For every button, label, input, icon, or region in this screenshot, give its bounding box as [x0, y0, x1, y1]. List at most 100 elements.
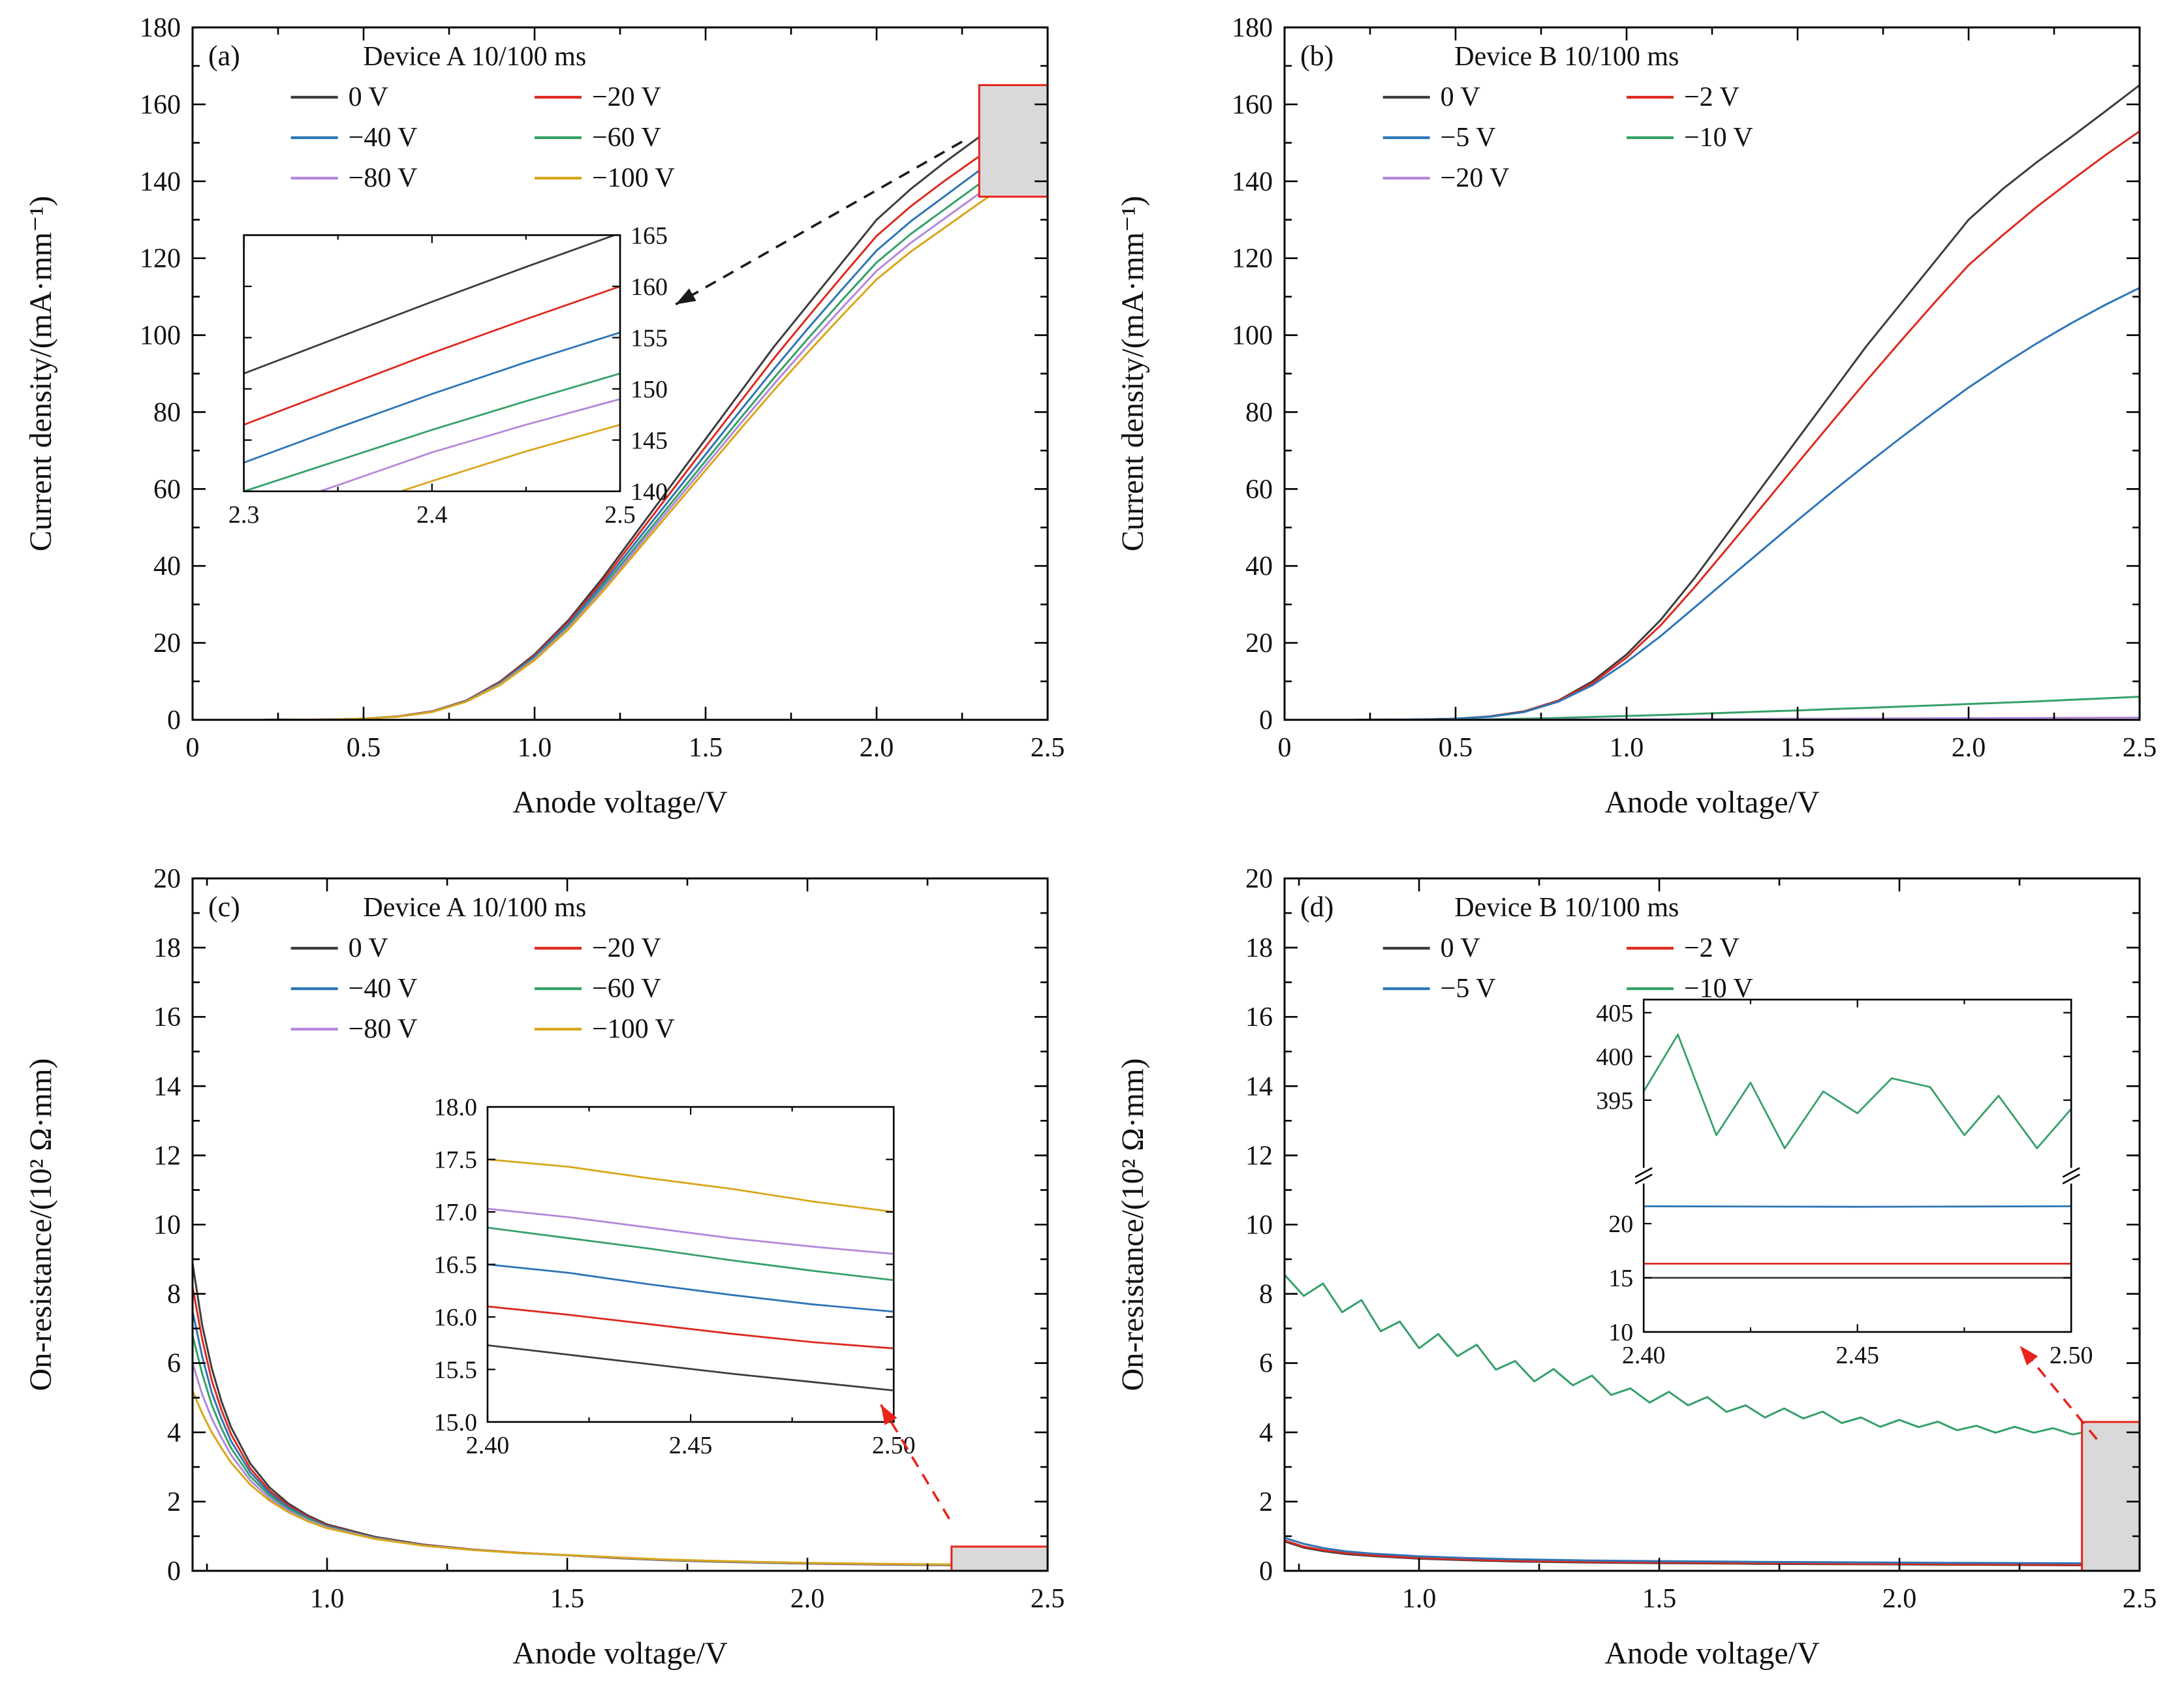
ytick-label: 0	[167, 705, 181, 735]
series-d--5V	[1285, 1537, 2140, 1565]
legend-label-b-2: −5 V	[1441, 123, 1496, 153]
legend-label-a-3: −60 V	[592, 123, 661, 153]
xtick-label: 0	[1278, 733, 1292, 763]
inset-ytick-label: 16.0	[433, 1304, 477, 1331]
xtick-label: 2.0	[1882, 1584, 1917, 1614]
tick-labels-a: 0 0.5 1.0 1.5 2.0 2.5 0 20 40 60 80 100 120 140 160 180	[140, 13, 1065, 763]
ytick-label: 2	[167, 1487, 181, 1517]
inset-arrow-d	[2019, 1345, 2098, 1440]
legend-label-a-5: −100 V	[592, 163, 675, 193]
xtick-label: 2.5	[2123, 1584, 2157, 1614]
series-group-a	[193, 84, 1048, 720]
legend-label-d-3: −10 V	[1684, 974, 1753, 1004]
ytick-label: 80	[153, 397, 181, 427]
inset-xtick-label: 2.4	[416, 501, 448, 529]
inset-ytick-label: 140	[631, 478, 668, 506]
panel-b: 0 0.5 1.0 1.5 2.0 2.5 0 20 40 60 80 100 120 140 160 180…	[1092, 0, 2184, 851]
ytick-label: 120	[1232, 244, 1273, 274]
legend-title-c: Device A 10/100 ms	[363, 893, 586, 923]
legend-label-a-4: −80 V	[349, 163, 418, 193]
ytick-label: 0	[1259, 705, 1273, 735]
y-axis-label-d: On-resistance/(10² Ω·mm)	[1115, 1059, 1150, 1391]
tick-labels-b: 0 0.5 1.0 1.5 2.0 2.5 0 20 40 60 80 100 120 140 160 180	[1232, 13, 2157, 763]
panel-a: 0 0.5 1.0 1.5 2.0 2.5 0 20 40 60 80 100 120 140 160 180…	[0, 0, 1092, 851]
inset-series-d--5V	[1644, 1205, 2072, 1208]
inset-ytick-label: 165	[631, 222, 668, 249]
inset-ytick-label: 18.0	[433, 1094, 477, 1121]
inset-series-a--40V	[243, 332, 621, 464]
inset-ytick-label: 405	[1596, 1000, 1633, 1027]
inset-ytick-label: 395	[1596, 1087, 1633, 1115]
legend-label-a-2: −40 V	[349, 123, 418, 153]
ytick-label: 40	[1245, 551, 1273, 581]
inset-xtick-label: 2.50	[872, 1432, 916, 1459]
inset-d: 2.40 2.45 2.50 10 15 20 395 400 405	[1596, 998, 2093, 1369]
ytick-label: 10	[153, 1211, 181, 1241]
x-axis-label-c: Anode voltage/V	[512, 1636, 728, 1671]
legend-label-a-1: −20 V	[592, 82, 661, 112]
legend-a: Device A 10/100 ms 0 V −20 V −40 V −60 V −80 …	[290, 42, 675, 193]
ytick-label: 20	[153, 628, 181, 658]
inset-arrow-c	[880, 1404, 950, 1520]
panel-a-svg: 0 0.5 1.0 1.5 2.0 2.5 0 20 40 60 80 100 120 140 160 180…	[23, 13, 1065, 820]
inset-xtick-label: 2.40	[1622, 1342, 1666, 1369]
xtick-label: 1.0	[1610, 733, 1644, 763]
ytick-label: 60	[153, 474, 181, 504]
xtick-label: 1.0	[518, 733, 552, 763]
xtick-label: 2.0	[860, 733, 894, 763]
inset-ticks-d	[1643, 999, 2072, 1333]
ytick-label: 20	[1245, 628, 1273, 658]
legend-label-c-0: 0 V	[349, 933, 388, 963]
legend-label-c-2: −40 V	[349, 974, 418, 1004]
y-axis-label-b: Current density/(mA·mm⁻¹)	[1115, 196, 1150, 551]
inset-series-a--20V	[243, 285, 621, 426]
inset-xtick-label: 2.50	[2050, 1342, 2093, 1369]
xtick-label: 1.0	[310, 1584, 345, 1614]
series-b--5V	[1285, 286, 2140, 720]
inset-xtick-label: 2.45	[669, 1432, 713, 1459]
inset-ytick-label: 155	[631, 324, 668, 352]
legend-label-c-4: −80 V	[349, 1014, 418, 1044]
legend-label-b-4: −20 V	[1441, 163, 1510, 193]
inset-xtick-label: 2.5	[604, 501, 636, 529]
ytick-label: 6	[1259, 1349, 1273, 1379]
inset-series-c--60V	[487, 1226, 894, 1281]
series-b--2V	[1285, 130, 2140, 720]
xtick-label: 2.5	[2123, 733, 2157, 763]
inset-series-c--40V	[487, 1263, 894, 1313]
ytick-label: 180	[1232, 13, 1273, 43]
inset-ytick-label: 16.5	[433, 1252, 477, 1279]
inset-ytick-label: 20	[1608, 1211, 1633, 1238]
legend-title-d: Device B 10/100 ms	[1454, 893, 1679, 923]
legend-label-c-5: −100 V	[592, 1014, 675, 1044]
ytick-label: 18	[1245, 933, 1273, 963]
xtick-label: 1.5	[1781, 733, 1815, 763]
ytick-label: 8	[1259, 1280, 1273, 1310]
inset-series-c--80V	[487, 1207, 894, 1255]
inset-series-a--60V	[243, 372, 621, 491]
inset-series-group-a	[243, 235, 621, 491]
panel-c: 1.0 1.5 2.0 2.5 0 2 4 6 8 10 12 14 16 18 20 Anode volta…	[0, 851, 1092, 1702]
xtick-label: 2.5	[1031, 733, 1065, 763]
inset-ytick-label: 15.0	[433, 1409, 477, 1436]
series-group-c	[193, 1263, 1048, 1567]
ytick-label: 16	[1245, 1002, 1273, 1032]
inset-arrow-a	[675, 140, 963, 305]
inset-ytick-label: 10	[1608, 1319, 1633, 1346]
panel-b-svg: 0 0.5 1.0 1.5 2.0 2.5 0 20 40 60 80 100 120 140 160 180…	[1115, 13, 2157, 820]
ytick-label: 4	[1259, 1418, 1273, 1448]
inset-series-c-0V	[487, 1344, 894, 1391]
xtick-label: 1.5	[689, 733, 723, 763]
ytick-label: 140	[140, 167, 181, 197]
ticks-c	[193, 877, 1049, 1572]
legend-label-d-0: 0 V	[1441, 933, 1480, 963]
legend-c: Device A 10/100 ms 0 V −20 V −40 V −60 V −80 …	[290, 893, 675, 1044]
xtick-label: 1.0	[1402, 1584, 1437, 1614]
inset-series-a-0V	[243, 235, 617, 375]
legend-label-d-1: −2 V	[1684, 933, 1739, 963]
inset-ticks-a	[243, 234, 621, 492]
inset-xtick-label: 2.3	[228, 501, 260, 529]
ytick-label: 8	[167, 1280, 181, 1310]
legend-label-c-3: −60 V	[592, 974, 661, 1004]
x-axis-label-a: Anode voltage/V	[512, 785, 728, 820]
